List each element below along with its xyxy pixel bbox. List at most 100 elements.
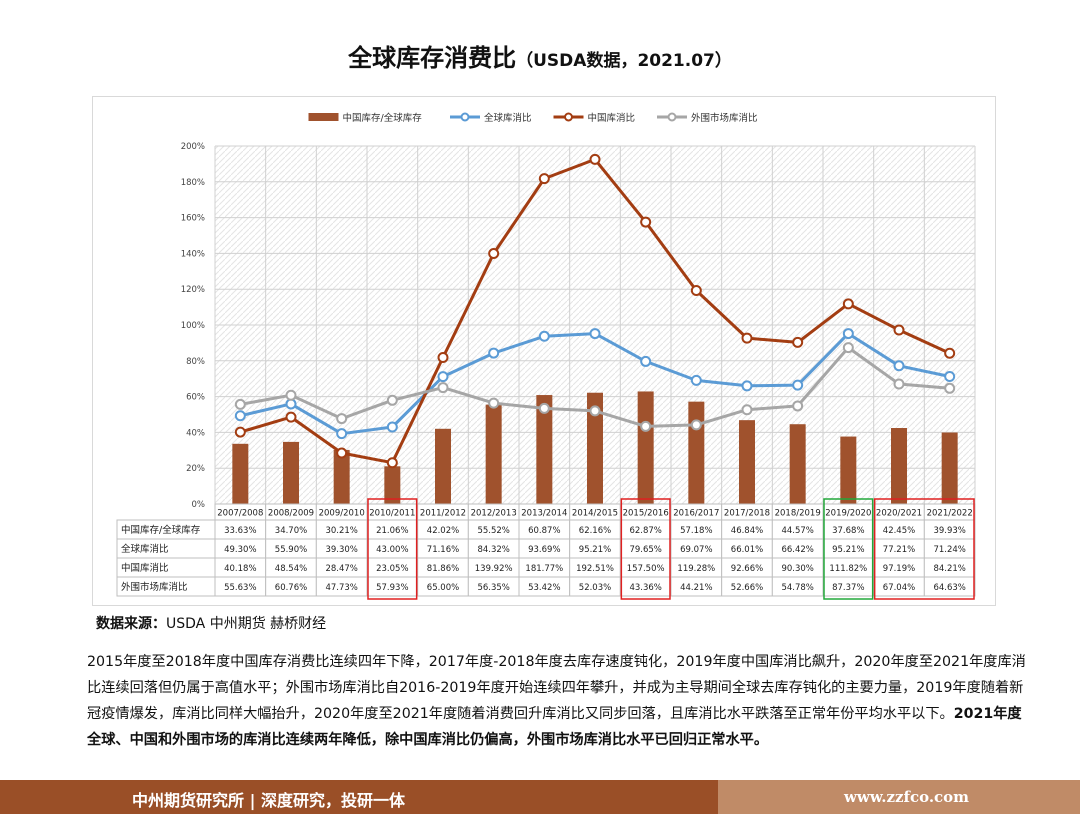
data-label: 44.21% <box>680 583 712 593</box>
data-point <box>589 153 601 165</box>
data-label: 30.21% <box>325 526 357 536</box>
bar <box>637 391 654 504</box>
y-tick-label: 40% <box>186 428 205 438</box>
data-point <box>538 173 550 185</box>
data-label: 67.04% <box>883 583 915 593</box>
bar <box>688 401 705 504</box>
data-point <box>640 420 652 432</box>
legend-marker <box>460 112 470 122</box>
category-label: 2010/2011 <box>369 509 415 519</box>
data-point <box>336 413 348 425</box>
data-label: 55.63% <box>224 583 256 593</box>
data-label: 192.51% <box>576 564 614 574</box>
category-label: 2015/2016 <box>623 509 669 519</box>
data-label: 40.18% <box>224 564 256 574</box>
data-point <box>893 324 905 336</box>
data-label: 69.07% <box>680 545 712 555</box>
data-point <box>792 379 804 391</box>
data-label: 37.68% <box>832 526 864 536</box>
data-label: 57.18% <box>680 526 712 536</box>
data-label: 34.70% <box>275 526 307 536</box>
data-point <box>589 328 601 340</box>
legend-label: 中国库消比 <box>588 112 636 124</box>
data-label: 21.06% <box>376 526 408 536</box>
data-point <box>741 380 753 392</box>
data-point <box>944 347 956 359</box>
data-point <box>538 330 550 342</box>
data-label: 87.37% <box>832 583 864 593</box>
bar <box>384 466 401 504</box>
data-label: 90.30% <box>781 564 813 574</box>
data-point <box>386 457 398 469</box>
data-point <box>386 421 398 433</box>
data-point <box>285 398 297 410</box>
y-tick-label: 200% <box>181 142 205 152</box>
data-label: 71.24% <box>933 545 965 555</box>
source-label: 数据来源： <box>96 616 166 632</box>
data-point <box>640 355 652 367</box>
data-label: 57.93% <box>376 583 408 593</box>
title-main: 全球库存消费比 <box>348 44 517 72</box>
data-label: 157.50% <box>627 564 665 574</box>
bar <box>232 443 249 504</box>
y-tick-label: 80% <box>186 357 205 367</box>
category-label: 2020/2021 <box>876 509 922 519</box>
data-label: 33.63% <box>224 526 256 536</box>
category-label: 2017/2018 <box>724 509 770 519</box>
y-tick-label: 20% <box>186 464 205 474</box>
data-point <box>893 360 905 372</box>
data-label: 111.82% <box>829 564 867 574</box>
bar <box>283 441 299 504</box>
highlight-frame <box>873 498 975 600</box>
data-label: 46.84% <box>731 526 763 536</box>
data-point <box>285 411 297 423</box>
data-label: 119.28% <box>677 564 715 574</box>
data-point <box>437 351 449 363</box>
bar <box>485 404 502 504</box>
data-point <box>690 374 702 386</box>
category-label: 2007/2008 <box>217 509 263 519</box>
data-point <box>234 410 246 422</box>
data-label: 81.86% <box>427 564 459 574</box>
y-tick-label: 0% <box>192 500 206 510</box>
data-point <box>488 248 500 260</box>
data-label: 39.93% <box>933 526 965 536</box>
data-point <box>488 347 500 359</box>
chart-panel: 200% 180% 160% 140% 120% 100% 80% 60% 40% 20% 0% 中国… <box>92 96 996 606</box>
data-point <box>944 370 956 382</box>
data-label: 62.16% <box>579 526 611 536</box>
data-point <box>488 397 500 409</box>
y-tick-label: 180% <box>181 178 205 188</box>
data-label: 60.76% <box>275 583 307 593</box>
category-label: 2014/2015 <box>572 509 618 519</box>
category-label: 2011/2012 <box>420 509 466 519</box>
data-label: 64.63% <box>933 583 965 593</box>
data-point <box>893 378 905 390</box>
data-point <box>690 284 702 296</box>
data-point <box>336 447 348 459</box>
data-point <box>690 419 702 431</box>
bar <box>789 424 806 504</box>
chart-svg: 200% 180% 160% 140% 120% 100% 80% 60% 40% 20% 0% 中国… <box>116 112 976 600</box>
category-label: 2013/2014 <box>521 509 567 519</box>
analysis-paragraph: 2015年度至2018年度中国库存消费比连续四年下降，2017年度-2018年度… <box>87 649 1032 753</box>
data-label: 52.66% <box>731 583 763 593</box>
legend-marker <box>564 112 573 122</box>
footer-bar: 中州期货研究所 | 深度研究，投研一体 www.zzfco.com <box>0 780 1080 814</box>
category-label: 2021/2022 <box>927 509 973 519</box>
table-row-header: 全球库消比 <box>121 543 169 555</box>
data-point <box>437 371 449 383</box>
data-label: 28.47% <box>325 564 357 574</box>
data-label: 54.78% <box>781 583 813 593</box>
legend-label: 外围市场库消比 <box>691 112 758 124</box>
source-text: USDA 中州期货 赫桥财经 <box>166 616 327 632</box>
data-label: 93.69% <box>528 545 560 555</box>
data-point <box>538 402 550 414</box>
data-label: 181.77% <box>525 564 563 574</box>
y-tick-label: 60% <box>186 393 205 403</box>
footer-website-link[interactable]: www.zzfco.com <box>844 788 970 806</box>
category-label: 2019/2020 <box>825 509 871 519</box>
data-label: 79.65% <box>629 545 661 555</box>
data-point <box>589 405 601 417</box>
data-point <box>437 382 449 394</box>
